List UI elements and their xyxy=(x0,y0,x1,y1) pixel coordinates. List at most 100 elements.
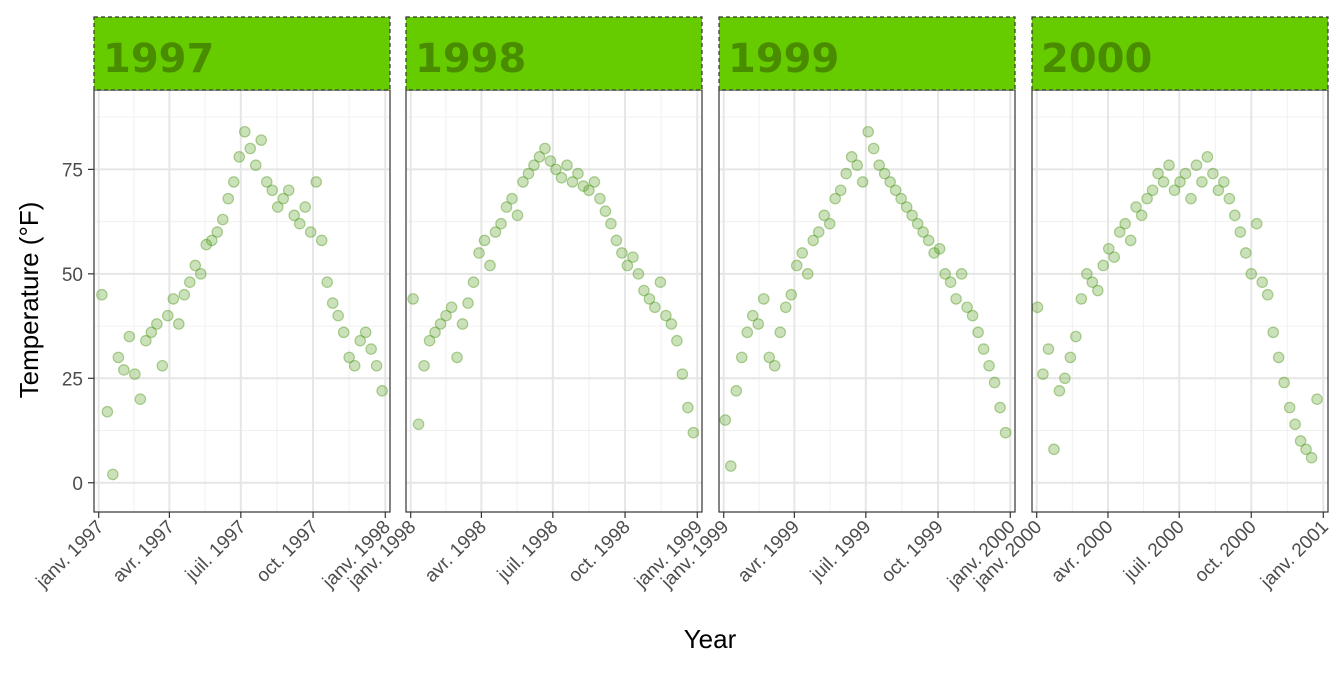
data-point xyxy=(304,226,317,238)
data-point xyxy=(359,326,372,339)
data-point xyxy=(266,184,279,197)
data-point xyxy=(961,301,973,314)
data-point xyxy=(1261,288,1274,301)
data-point xyxy=(741,326,754,339)
data-point xyxy=(583,184,595,197)
data-point xyxy=(917,226,929,238)
panel-1997: 1997 0 25 50 75 janv. 1997 avr. 1997 juil. 1997… xyxy=(32,16,395,593)
data-point xyxy=(528,159,540,172)
data-point xyxy=(107,468,119,481)
x-tick-label: juil. 1997 xyxy=(181,517,250,586)
data-point xyxy=(544,155,557,167)
data-point xyxy=(983,359,995,372)
data-point xyxy=(845,151,858,163)
data-point xyxy=(1245,268,1258,280)
data-point xyxy=(1283,401,1296,414)
data-point xyxy=(621,259,634,272)
data-point xyxy=(205,234,218,247)
data-point xyxy=(539,142,551,155)
data-point xyxy=(682,401,694,414)
data-point xyxy=(555,171,568,184)
data-point xyxy=(511,209,524,222)
data-point xyxy=(484,259,496,272)
y-tick-label: 0 xyxy=(72,474,83,495)
facet-strip xyxy=(718,16,1016,91)
data-point xyxy=(801,268,814,280)
data-point xyxy=(654,276,667,288)
data-point xyxy=(1163,159,1175,172)
data-point xyxy=(478,234,491,247)
data-point xyxy=(244,142,257,155)
y-tick-label: 75 xyxy=(62,160,83,181)
data-point xyxy=(445,301,458,314)
data-point xyxy=(337,326,350,339)
data-point xyxy=(1086,276,1099,288)
data-point xyxy=(900,201,913,213)
data-point xyxy=(768,359,781,372)
facet-strip-label: 1998 xyxy=(415,36,526,82)
panels: 1997 0 25 50 75 janv. 1997 avr. 1997 juil. 1997… xyxy=(32,16,1333,593)
data-point xyxy=(255,134,268,146)
data-point xyxy=(1064,351,1077,364)
data-point xyxy=(1196,176,1208,188)
data-point xyxy=(889,184,902,197)
data-point xyxy=(1174,176,1186,188)
data-point xyxy=(1097,259,1110,272)
data-point xyxy=(1048,443,1060,456)
data-point xyxy=(911,217,924,230)
panel-background xyxy=(719,90,1015,512)
facet-strip xyxy=(93,16,391,91)
data-point xyxy=(1272,351,1285,364)
data-point xyxy=(412,418,425,431)
data-point xyxy=(599,205,612,217)
data-point xyxy=(1075,293,1088,305)
data-point xyxy=(939,268,951,280)
data-point xyxy=(227,176,240,188)
data-point xyxy=(724,460,737,472)
data-point xyxy=(418,359,430,372)
data-point xyxy=(348,359,361,372)
x-axis-label: Year xyxy=(684,624,737,654)
data-point xyxy=(178,288,191,301)
x-tick-label: oct. 2000 xyxy=(1191,517,1261,587)
data-point xyxy=(719,414,732,426)
y-tick-label: 50 xyxy=(62,265,83,286)
data-point xyxy=(676,368,689,380)
data-point xyxy=(293,217,306,230)
data-point xyxy=(1124,234,1137,247)
data-point xyxy=(566,176,579,188)
data-point xyxy=(194,268,207,280)
data-point xyxy=(451,351,463,364)
x-tick-label: oct. 1999 xyxy=(877,517,947,587)
facet-strip-label: 2000 xyxy=(1041,36,1152,82)
data-point xyxy=(434,318,447,330)
data-point xyxy=(533,151,546,163)
data-point xyxy=(1207,167,1219,180)
data-point xyxy=(550,163,562,176)
data-point xyxy=(1152,167,1164,180)
data-point xyxy=(1168,184,1181,197)
data-point xyxy=(310,176,322,188)
data-point xyxy=(145,326,158,339)
data-point xyxy=(332,309,344,322)
data-point xyxy=(627,251,639,263)
data-point xyxy=(851,159,863,172)
data-point xyxy=(129,368,141,380)
data-point xyxy=(189,259,202,272)
data-point xyxy=(977,343,990,355)
data-point xyxy=(271,201,284,213)
data-point xyxy=(671,334,683,347)
data-point xyxy=(172,318,185,330)
data-point xyxy=(605,217,617,230)
x-tick-label: avr. 1999 xyxy=(734,517,804,587)
data-point xyxy=(1179,167,1192,180)
x-tick-label: oct. 1998 xyxy=(564,517,634,587)
data-point xyxy=(1267,326,1279,339)
facet-strip xyxy=(405,16,703,91)
data-point xyxy=(950,293,962,305)
y-axis-label: Temperature (°F) xyxy=(14,202,44,399)
data-point xyxy=(966,309,979,322)
data-point xyxy=(1278,376,1290,389)
